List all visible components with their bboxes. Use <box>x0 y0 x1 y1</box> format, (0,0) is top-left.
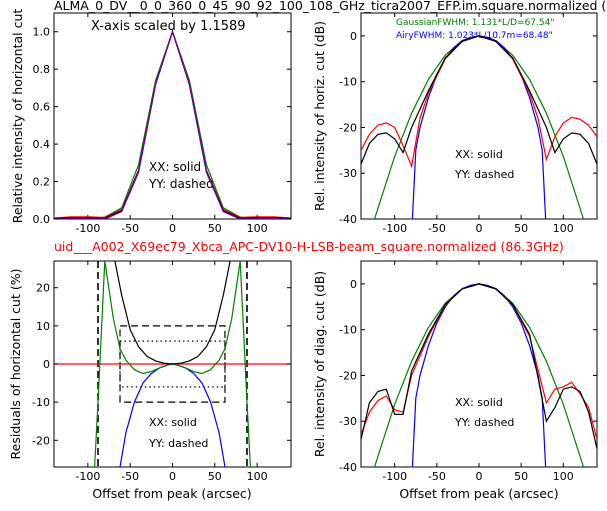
note-dashed: YY: dashed <box>148 437 208 450</box>
x-axis-label: Offset from peak (arcsec) <box>92 486 251 501</box>
note-dashed: YY: dashed <box>148 177 214 191</box>
y-tick-label: -10 <box>339 76 357 89</box>
figure-top-title: ALMA_0_DV__0_0_360_0_45_90_92_100_108_GH… <box>54 0 606 13</box>
dotted-box <box>119 340 226 388</box>
x-tick-label: 100 <box>553 470 574 483</box>
x-tick-label: 0 <box>476 470 483 483</box>
y-axis-label: Rel. intensity of horiz. cut (dB) <box>312 21 327 211</box>
x-tick-label: -50 <box>121 222 139 235</box>
y-tick-label: 20 <box>36 282 50 295</box>
series-line-blue <box>411 35 547 219</box>
x-tick-label: 50 <box>514 470 528 483</box>
y-tick-label: -10 <box>32 396 50 409</box>
plot-area <box>361 283 597 467</box>
y-tick-label: -30 <box>339 167 357 180</box>
legend-gaussian: GaussianFWHM: 1.131*L/D=67.54" <box>396 18 554 28</box>
note-solid: XX: solid <box>455 148 503 161</box>
y-tick-label: -30 <box>339 415 357 428</box>
series-line-green <box>373 35 585 219</box>
x-tick-label: 50 <box>208 470 222 483</box>
x-tick-label: 100 <box>553 222 574 235</box>
series-line-black <box>361 35 597 165</box>
series-line-red <box>361 35 597 169</box>
y-tick-label: 0.0 <box>33 213 51 226</box>
top-left-panel: Relative intensity of horizontal cut X-a… <box>10 9 292 235</box>
plot-area <box>54 29 291 219</box>
series-line-black <box>361 283 597 449</box>
bottom-right-panel: Rel. intensity of diag. cut (dB) Offset … <box>312 260 598 501</box>
y-axis-label: Relative intensity of horizontal cut <box>10 9 25 224</box>
x-tick-label: 50 <box>208 222 222 235</box>
note-dashed: YY: dashed <box>454 416 514 429</box>
y-axis-label: Rel. intensity of diag. cut (dB) <box>312 271 327 457</box>
scale-annotation: X-axis scaled by 1.1589 <box>91 19 246 34</box>
plot-area <box>54 261 291 467</box>
y-axis-label: Residuals of horizontal cut (%) <box>8 269 23 460</box>
series-line-purple <box>54 29 291 219</box>
y-tick-label: -40 <box>339 461 357 474</box>
legend-airy: AiryFWHM: 1.023*L/10.7m=68.48" <box>396 31 553 41</box>
plot-frame <box>360 260 598 468</box>
y-tick-label: 10 <box>36 320 50 333</box>
y-tick-label: 0.6 <box>33 101 51 114</box>
y-tick-label: 0 <box>350 278 357 291</box>
y-tick-label: -20 <box>32 434 50 447</box>
plot-area <box>361 35 597 219</box>
series-line-green <box>373 283 585 467</box>
bottom-left-panel: Residuals of horizontal cut (%) Offset f… <box>8 260 292 501</box>
note-solid: XX: solid <box>149 416 197 429</box>
x-tick-label: 0 <box>169 470 176 483</box>
y-tick-label: 0.4 <box>33 138 51 151</box>
x-tick-label: -100 <box>382 470 407 483</box>
y-tick-label: -10 <box>339 324 357 337</box>
y-tick-label: 0.2 <box>33 176 51 189</box>
x-tick-label: 50 <box>514 222 528 235</box>
plot-frame <box>360 12 598 220</box>
note-dashed: YY: dashed <box>454 168 514 181</box>
y-tick-label: -20 <box>339 369 357 382</box>
note-solid: XX: solid <box>149 160 201 174</box>
y-tick-label: -20 <box>339 121 357 134</box>
x-tick-label: 100 <box>247 470 268 483</box>
x-tick-label: 100 <box>247 222 268 235</box>
series-line-blue <box>411 283 547 467</box>
x-tick-label: -100 <box>75 222 100 235</box>
y-tick-label: 0 <box>350 30 357 43</box>
x-tick-label: 0 <box>169 222 176 235</box>
x-tick-label: 0 <box>476 222 483 235</box>
y-tick-label: 1.0 <box>33 26 51 39</box>
top-right-panel: Rel. intensity of horiz. cut (dB) Gaussi… <box>312 12 598 235</box>
x-tick-label: -100 <box>382 222 407 235</box>
y-tick-label: -40 <box>339 213 357 226</box>
y-tick-label: 0 <box>43 358 50 371</box>
series-line-black <box>114 261 231 365</box>
figure-mid-title: uid___A002_X69ec79_Xbca_APC-DV10-H-LSB-b… <box>54 239 564 254</box>
x-tick-label: -50 <box>121 470 139 483</box>
x-axis-label: Offset from peak (arcsec) <box>399 486 558 501</box>
x-tick-label: -50 <box>428 470 446 483</box>
x-tick-label: -100 <box>75 470 100 483</box>
y-tick-label: 0.8 <box>33 63 51 76</box>
note-solid: XX: solid <box>455 396 503 409</box>
x-tick-label: -50 <box>428 222 446 235</box>
